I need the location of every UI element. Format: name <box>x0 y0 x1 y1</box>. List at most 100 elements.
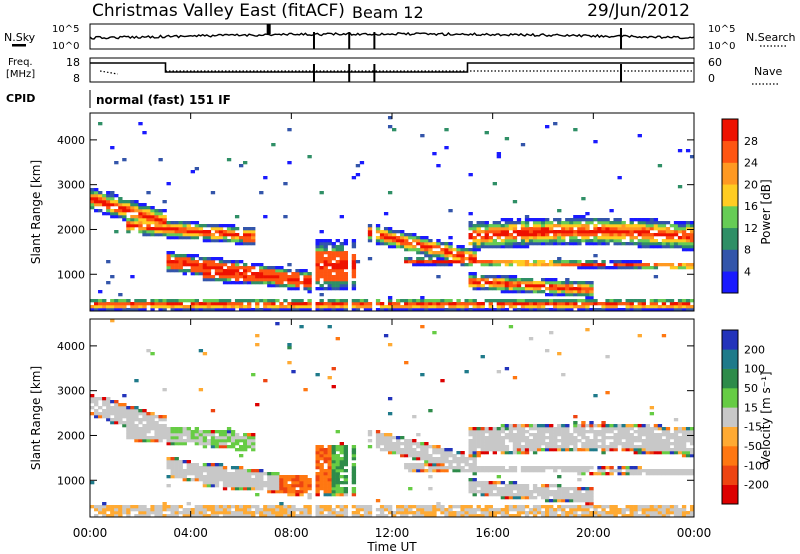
velocity-cell <box>408 469 413 473</box>
velocity-cell <box>565 424 570 428</box>
velocity-cell <box>331 385 336 389</box>
power-cell <box>468 242 473 246</box>
velocity-cell <box>508 451 514 455</box>
velocity-cell <box>605 427 610 431</box>
power-cell <box>210 308 216 312</box>
velocity-cell <box>222 505 228 509</box>
velocity-cell <box>440 454 445 458</box>
velocity-cell <box>496 466 502 470</box>
velocity-cell <box>613 511 618 515</box>
velocity-cell <box>315 463 320 467</box>
power-cell <box>226 308 232 312</box>
power-cell <box>331 266 336 270</box>
power-cell <box>299 305 304 309</box>
power-cell <box>516 218 522 222</box>
power-cell <box>605 266 610 270</box>
velocity-cell <box>226 478 232 482</box>
power-cell <box>279 266 284 270</box>
velocity-cell <box>194 514 200 518</box>
power-cell <box>653 224 659 228</box>
power-cell <box>251 266 256 270</box>
power-cell <box>649 266 655 270</box>
power-cell <box>202 224 208 228</box>
velocity-cell <box>448 466 453 470</box>
velocity-cell <box>206 481 212 485</box>
power-cell <box>194 227 200 231</box>
power-cell <box>339 215 344 219</box>
power-cell <box>416 308 421 312</box>
velocity-cell <box>138 511 143 515</box>
velocity-cell <box>323 454 328 458</box>
velocity-cell <box>234 514 240 518</box>
power-cell <box>609 299 614 303</box>
velocity-cell <box>460 508 465 512</box>
velocity-cell <box>428 508 433 512</box>
power-cell <box>536 233 542 237</box>
power-cell <box>118 215 123 219</box>
power-cell <box>150 305 155 309</box>
velocity-cell <box>617 430 622 434</box>
power-colorbar-swatch <box>722 140 738 163</box>
velocity-cell <box>436 463 441 467</box>
velocity-cell <box>545 493 550 497</box>
velocity-cell <box>142 436 147 440</box>
power-cell <box>319 299 324 303</box>
power-cell <box>669 236 675 240</box>
power-cell <box>275 308 280 312</box>
velocity-cell <box>218 469 224 473</box>
power-cell <box>440 302 445 306</box>
velocity-cell <box>528 424 534 428</box>
power-cell <box>331 257 336 261</box>
velocity-cell <box>492 433 497 437</box>
power-cell <box>524 263 530 267</box>
power-cell <box>255 302 260 306</box>
velocity-cell <box>412 454 417 458</box>
power-cell <box>504 287 510 291</box>
power-cell <box>339 308 344 312</box>
velocity-cell <box>247 472 252 476</box>
power-cell <box>573 236 578 240</box>
velocity-cell <box>222 481 228 485</box>
velocity-cell <box>669 451 675 455</box>
power-cell <box>536 305 542 309</box>
power-cell <box>540 305 546 309</box>
power-cell <box>480 221 485 225</box>
power-cell <box>247 269 252 273</box>
velocity-cell <box>198 478 204 482</box>
velocity-cell <box>516 505 522 509</box>
power-cell <box>661 239 667 243</box>
velocity-cell <box>247 487 252 491</box>
velocity-cell <box>508 325 514 329</box>
velocity-cell <box>351 448 357 452</box>
power-cell <box>496 305 502 309</box>
velocity-cell <box>102 415 107 419</box>
velocity-cell <box>464 463 469 467</box>
velocity-cell <box>581 436 586 440</box>
power-cell <box>629 224 634 228</box>
velocity-cell <box>565 487 570 491</box>
power-cell <box>351 287 357 291</box>
velocity-cell <box>480 451 485 455</box>
velocity-cell <box>633 514 638 518</box>
velocity-cell <box>637 334 642 338</box>
power-cell <box>589 263 594 267</box>
velocity-cell <box>504 505 510 509</box>
power-cell <box>585 260 590 264</box>
velocity-cell <box>488 430 493 434</box>
power-cell <box>279 278 284 282</box>
velocity-cell <box>553 496 558 500</box>
velocity-cell <box>126 409 131 413</box>
power-cell <box>685 242 691 246</box>
power-cell <box>577 290 582 294</box>
velocity-cell <box>436 445 441 449</box>
velocity-cell <box>335 469 340 473</box>
power-cell <box>174 227 179 231</box>
velocity-cell <box>315 514 320 518</box>
velocity-cell <box>138 427 143 431</box>
velocity-cell <box>186 439 191 443</box>
velocity-cell <box>387 511 393 515</box>
power-cell <box>520 281 526 285</box>
velocity-cell <box>126 418 131 422</box>
velocity-cell <box>190 514 195 518</box>
power-cell <box>673 230 679 234</box>
